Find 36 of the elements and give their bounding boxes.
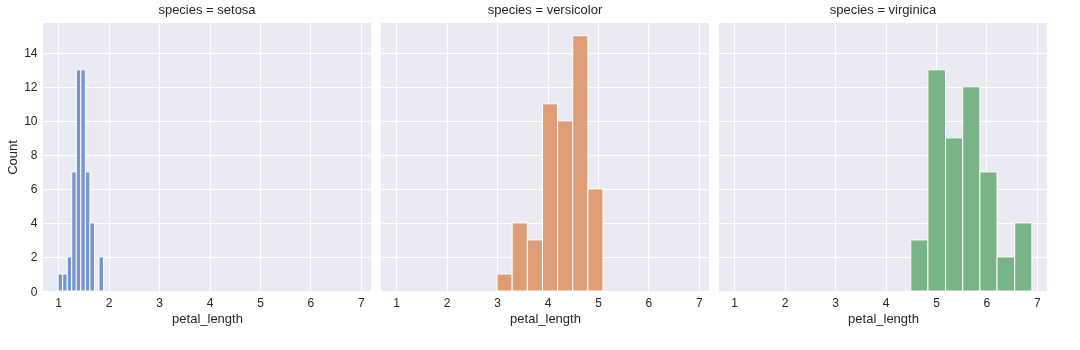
chart-title: species = setosa: [158, 2, 257, 17]
y-tick-label: 6: [30, 182, 38, 197]
y-tick-label: 0: [30, 284, 38, 299]
x-tick-label: 5: [595, 295, 603, 310]
x-tick-label: 1: [393, 295, 401, 310]
x-tick-label: 1: [731, 295, 739, 310]
x-tick-label: 3: [494, 295, 502, 310]
x-tick-label: 3: [832, 295, 840, 310]
x-tick-label: 6: [307, 295, 315, 310]
x-axis-title: petal_length: [510, 310, 581, 326]
x-axis-title: petal_length: [848, 310, 919, 326]
y-tick-label: 8: [30, 148, 38, 163]
y-axis-title: Count: [5, 139, 21, 175]
x-tick-label: 4: [544, 295, 552, 310]
chart-title: species = versicolor: [487, 2, 603, 17]
y-tick-label: 14: [24, 46, 38, 61]
x-tick-label: 7: [696, 295, 704, 310]
x-tick-label: 5: [257, 295, 265, 310]
x-tick-label: 4: [206, 295, 214, 310]
y-tick-label: 2: [30, 250, 38, 265]
x-tick-label: 7: [358, 295, 366, 310]
x-tick-label: 4: [882, 295, 890, 310]
x-tick-label: 2: [105, 295, 113, 310]
x-tick-label: 6: [983, 295, 991, 310]
chart-title: species = virginica: [829, 2, 938, 17]
x-tick-label: 5: [933, 295, 941, 310]
x-tick-label: 1: [55, 295, 63, 310]
x-tick-label: 2: [781, 295, 789, 310]
y-tick-label: 12: [24, 80, 38, 95]
x-tick-label: 6: [645, 295, 653, 310]
y-tick-label: 10: [24, 114, 38, 129]
y-tick-label: 4: [30, 216, 38, 231]
x-tick-label: 7: [1034, 295, 1042, 310]
x-tick-label: 3: [156, 295, 164, 310]
x-axis-title: petal_length: [172, 310, 243, 326]
x-tick-label: 2: [443, 295, 451, 310]
